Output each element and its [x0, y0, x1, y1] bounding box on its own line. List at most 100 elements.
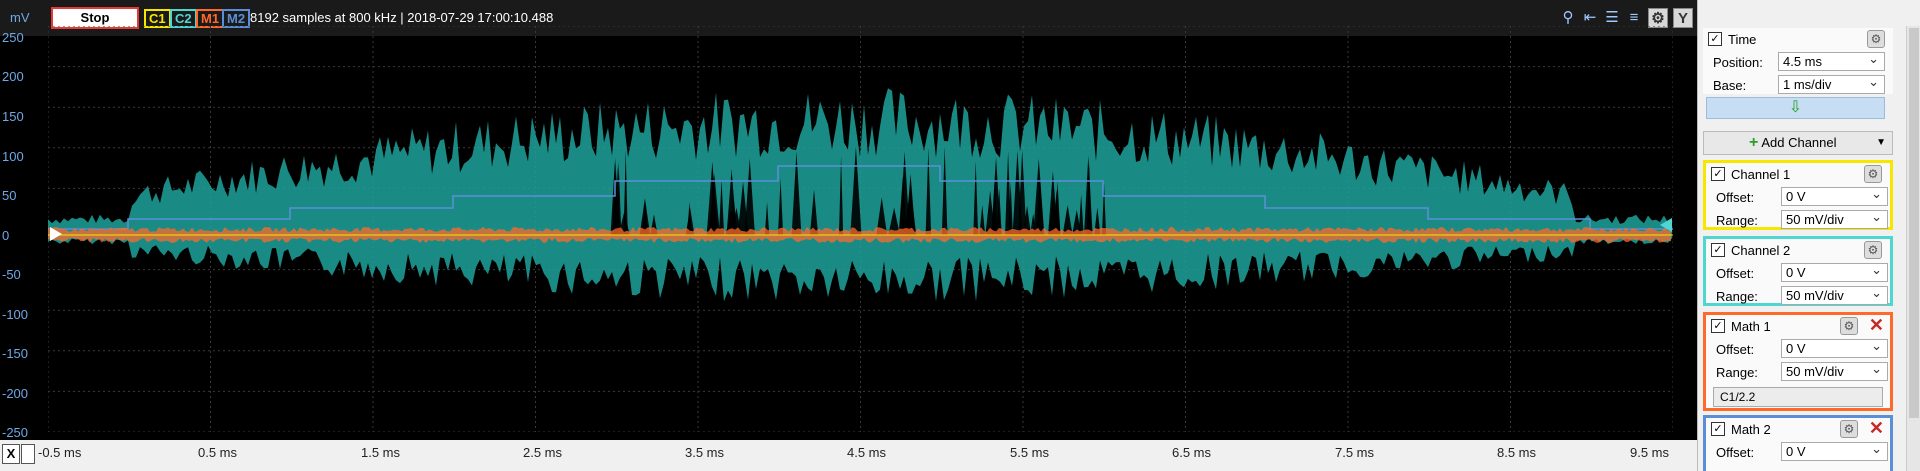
- scope-toolbar: mV Stop C1 C2 M1 M2 8192 samples at 800 …: [0, 0, 1697, 36]
- trigger-level-marker-icon[interactable]: [50, 227, 62, 241]
- offset-label: Offset:: [1716, 342, 1755, 357]
- time-settings-icon[interactable]: ⚙: [1867, 30, 1885, 48]
- trace-notch: [991, 156, 1001, 235]
- trace-notch: [718, 179, 725, 235]
- math2-checkbox[interactable]: ✓: [1711, 422, 1725, 436]
- trace-notch: [791, 151, 802, 235]
- math1-title: Math 1: [1731, 319, 1771, 334]
- y-tick: 250: [2, 30, 24, 45]
- trace-notch: [642, 202, 649, 235]
- channel2-checkbox[interactable]: ✓: [1711, 243, 1725, 257]
- x-tick: 7.5 ms: [1335, 445, 1375, 460]
- math1-card: ✓ Math 1 ⚙ ✕ Offset: 0 V Range: 50 mV/di…: [1703, 312, 1893, 411]
- add-channel-label: Add Channel: [1761, 135, 1837, 150]
- math1-offset-select[interactable]: 0 V: [1781, 337, 1888, 358]
- scope-view: mV Stop C1 C2 M1 M2 8192 samples at 800 …: [0, 0, 1697, 471]
- trace-notch: [1023, 205, 1032, 235]
- y-tick: 100: [2, 149, 24, 164]
- x-tick: 4.5 ms: [847, 445, 887, 460]
- badge-c2[interactable]: C2: [170, 9, 197, 28]
- time-card: ✓ Time ⚙ Position: 4.5 ms Base: 1 ms/div: [1703, 28, 1893, 94]
- measure-tool-icon[interactable]: ≡: [1629, 9, 1639, 26]
- offset-label: Offset:: [1716, 266, 1755, 281]
- y-axis-button[interactable]: Y: [1673, 8, 1693, 28]
- channel2-settings-icon[interactable]: ⚙: [1864, 241, 1882, 259]
- math2-offset-select[interactable]: 0 V: [1781, 440, 1888, 461]
- range-label: Range:: [1716, 289, 1758, 304]
- channel2-trace: [48, 88, 1672, 302]
- stop-button[interactable]: Stop: [51, 7, 139, 29]
- range-label: Range:: [1716, 213, 1758, 228]
- acquisition-info: 8192 samples at 800 kHz | 2018-07-29 17:…: [250, 10, 554, 25]
- y-tick: -250: [2, 425, 29, 440]
- x-tick: 8.5 ms: [1497, 445, 1537, 460]
- trace-notch: [1005, 151, 1012, 235]
- scrollbar-thumb[interactable]: [1909, 28, 1919, 418]
- channel1-range-select[interactable]: 50 mV/div: [1781, 208, 1888, 229]
- base-select[interactable]: 1 ms/div: [1778, 73, 1885, 94]
- x-tick: -0.5 ms: [38, 445, 82, 460]
- range-label: Range:: [1716, 365, 1758, 380]
- settings-gear-icon[interactable]: ⚙: [1648, 8, 1668, 28]
- trace-notch: [777, 178, 784, 235]
- channel1-settings-icon[interactable]: ⚙: [1864, 165, 1882, 183]
- math1-close-icon[interactable]: ✕: [1868, 315, 1884, 335]
- offset-label: Offset:: [1716, 445, 1755, 460]
- dropdown-arrow-icon[interactable]: ▼: [1876, 137, 1886, 148]
- math1-formula-field[interactable]: C1/2.2: [1713, 387, 1883, 407]
- apply-button[interactable]: ⇩: [1706, 97, 1885, 119]
- down-arrow-icon: ⇩: [1788, 99, 1803, 116]
- y-tick: -150: [2, 346, 29, 361]
- y-tick: -100: [2, 307, 29, 322]
- y-tick: 200: [2, 69, 24, 84]
- base-label: Base:: [1713, 78, 1747, 93]
- position-label: Position:: [1713, 55, 1763, 70]
- panel-scrollbar[interactable]: [1906, 26, 1920, 471]
- channel2-offset-select[interactable]: 0 V: [1781, 261, 1888, 282]
- channel2-card: ✓ Channel 2 ⚙ Offset: 0 V Range: 50 mV/d…: [1703, 236, 1893, 306]
- math2-trace: [48, 165, 1673, 230]
- math2-card: ✓ Math 2 ⚙ ✕ Offset: 0 V: [1703, 415, 1893, 471]
- x-tick: 5.5 ms: [1010, 445, 1050, 460]
- math1-range-select[interactable]: 50 mV/div: [1781, 360, 1888, 381]
- x-tick: 0.5 ms: [198, 445, 238, 460]
- channel2-offset-marker-icon[interactable]: [1660, 218, 1672, 232]
- channel2-title: Channel 2: [1731, 243, 1791, 258]
- channel2-range-select[interactable]: 50 mV/div: [1781, 284, 1888, 305]
- trace-notch: [876, 197, 888, 235]
- zoom-icon[interactable]: ⚲: [1562, 9, 1574, 26]
- align-tool-icon[interactable]: ☰: [1605, 9, 1619, 26]
- trace-notch: [764, 201, 770, 235]
- settings-panel: ✓ Time ⚙ Position: 4.5 ms Base: 1 ms/div…: [1697, 0, 1920, 471]
- add-channel-button[interactable]: + Add Channel ▼: [1703, 131, 1893, 155]
- waveform-plot[interactable]: [48, 26, 1673, 432]
- x-axis-button-secondary[interactable]: [21, 444, 35, 464]
- x-axis: X -0.5 ms 0.5 ms 1.5 ms 2.5 ms 3.5 ms 4.…: [0, 440, 1697, 471]
- trace-notch: [1094, 207, 1101, 235]
- x-tick: 1.5 ms: [361, 445, 401, 460]
- math1-settings-icon[interactable]: ⚙: [1840, 317, 1858, 335]
- channel1-offset-select[interactable]: 0 V: [1781, 185, 1888, 206]
- trace-notch: [1078, 194, 1084, 235]
- x-axis-button[interactable]: X: [2, 444, 20, 464]
- time-checkbox[interactable]: ✓: [1708, 32, 1722, 46]
- trace-notch: [941, 146, 948, 235]
- trace-notch: [905, 173, 916, 235]
- x-tick: 9.5 ms: [1630, 445, 1670, 460]
- badge-c1[interactable]: C1: [144, 9, 171, 28]
- trace-notch: [744, 158, 755, 235]
- x-tick: 3.5 ms: [685, 445, 725, 460]
- math2-settings-icon[interactable]: ⚙: [1840, 420, 1858, 438]
- y-tick: 0: [2, 228, 10, 243]
- trace-notch: [888, 207, 900, 235]
- cursor-tool-icon[interactable]: ⇤: [1583, 9, 1597, 26]
- trace-notch: [899, 151, 910, 235]
- trace-notch: [973, 160, 979, 235]
- math2-close-icon[interactable]: ✕: [1868, 418, 1884, 438]
- time-title: Time: [1728, 32, 1757, 47]
- trace-notch: [687, 201, 692, 235]
- math1-checkbox[interactable]: ✓: [1711, 319, 1725, 333]
- position-select[interactable]: 4.5 ms: [1778, 50, 1885, 71]
- channel1-checkbox[interactable]: ✓: [1711, 167, 1725, 181]
- badge-m2[interactable]: M2: [222, 9, 251, 28]
